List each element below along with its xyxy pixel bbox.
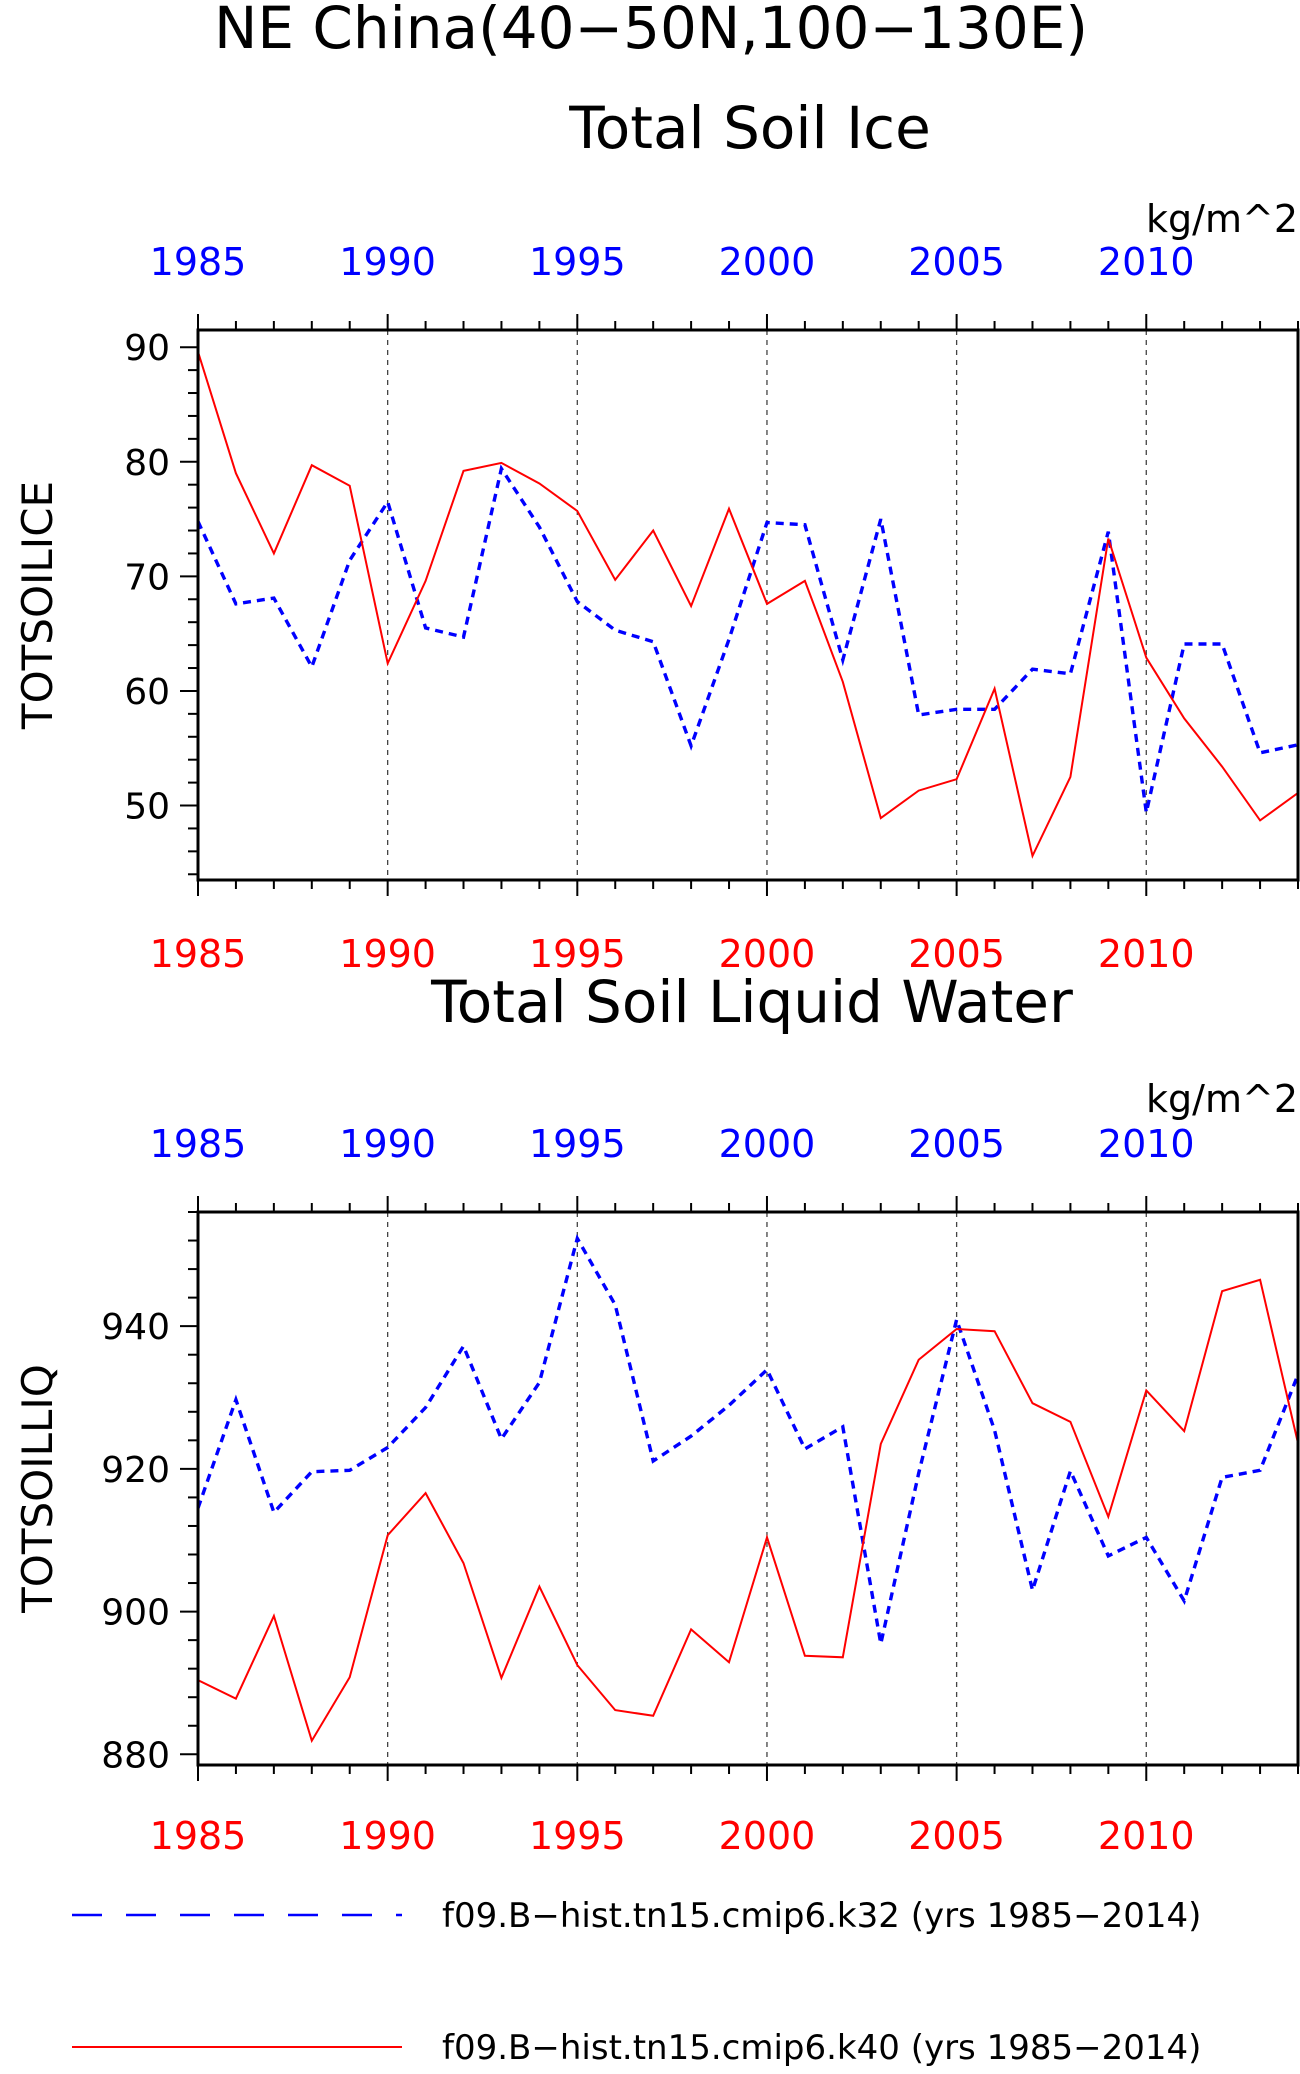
plot-frame: [196, 328, 1300, 882]
panel-title: Total Soil Liquid Water: [430, 968, 1073, 1036]
units-label: kg/m^2: [1146, 1077, 1298, 1121]
x-tick-label-bottom: 2010: [1098, 1814, 1195, 1858]
legend-label: f09.B−hist.tn15.cmip6.k32 (yrs 1985−2014…: [442, 1896, 1201, 1936]
y-axis-label: TOTSOILICE: [13, 481, 62, 730]
y-tick-label: 920: [101, 1450, 170, 1491]
x-tick-label-bottom: 1990: [339, 932, 436, 976]
y-tick-label: 70: [124, 557, 170, 598]
x-tick-label-top: 2005: [908, 240, 1005, 284]
legend: f09.B−hist.tn15.cmip6.k32 (yrs 1985−2014…: [72, 1896, 1201, 2068]
x-tick-label-top: 1995: [529, 240, 626, 284]
legend-label: f09.B−hist.tn15.cmip6.k40 (yrs 1985−2014…: [442, 2028, 1201, 2068]
y-tick-label: 80: [124, 443, 170, 484]
x-tick-label-bottom: 2010: [1098, 932, 1195, 976]
panel-title: Total Soil Ice: [568, 94, 931, 162]
x-tick-label-top: 2005: [908, 1122, 1005, 1166]
y-tick-label: 900: [101, 1593, 170, 1634]
series-line-k32: [198, 464, 1298, 813]
x-tick-label-top: 2000: [719, 1122, 816, 1166]
y-tick-label: 60: [124, 672, 170, 713]
x-tick-label-bottom: 1990: [339, 1814, 436, 1858]
x-tick-label-top: 1995: [529, 1122, 626, 1166]
x-tick-label-top: 2010: [1098, 240, 1195, 284]
y-tick-label: 880: [101, 1735, 170, 1776]
x-tick-label-top: 2000: [719, 240, 816, 284]
x-tick-label-bottom: 1985: [150, 1814, 247, 1858]
chart-panel: Total Soil Liquid Water kg/m^2 880 900 920 94…: [13, 968, 1300, 1858]
x-tick-label-top: 2010: [1098, 1122, 1195, 1166]
x-tick-label-bottom: 1995: [529, 1814, 626, 1858]
y-tick-label: 940: [101, 1307, 170, 1348]
chart-panels: Total Soil Ice kg/m^2 50 60 70 80 90 1985 1985 19…: [13, 94, 1300, 1858]
y-tick-label: 50: [124, 787, 170, 828]
x-tick-label-top: 1990: [339, 1122, 436, 1166]
units-label: kg/m^2: [1146, 197, 1298, 241]
x-tick-label-bottom: 1995: [529, 932, 626, 976]
y-tick-label: 90: [124, 328, 170, 369]
x-tick-label-top: 1985: [150, 240, 247, 284]
x-tick-label-bottom: 2000: [719, 1814, 816, 1858]
x-tick-label-top: 1990: [339, 240, 436, 284]
y-axis-label: TOTSOILLIQ: [13, 1364, 62, 1614]
x-tick-label-bottom: 1985: [150, 932, 247, 976]
series-line-k40: [198, 1278, 1298, 1744]
x-tick-label-bottom: 2005: [908, 932, 1005, 976]
x-tick-label-bottom: 2005: [908, 1814, 1005, 1858]
x-tick-label-bottom: 2000: [719, 932, 816, 976]
series-line-k32: [198, 1233, 1298, 1645]
figure-title: NE China(40−50N,100−130E): [214, 0, 1088, 62]
plot-frame: [196, 1210, 1300, 1767]
x-tick-label-top: 1985: [150, 1122, 247, 1166]
chart-panel: Total Soil Ice kg/m^2 50 60 70 80 90 1985 1985 19…: [13, 94, 1300, 976]
series-line-k40: [198, 351, 1298, 859]
